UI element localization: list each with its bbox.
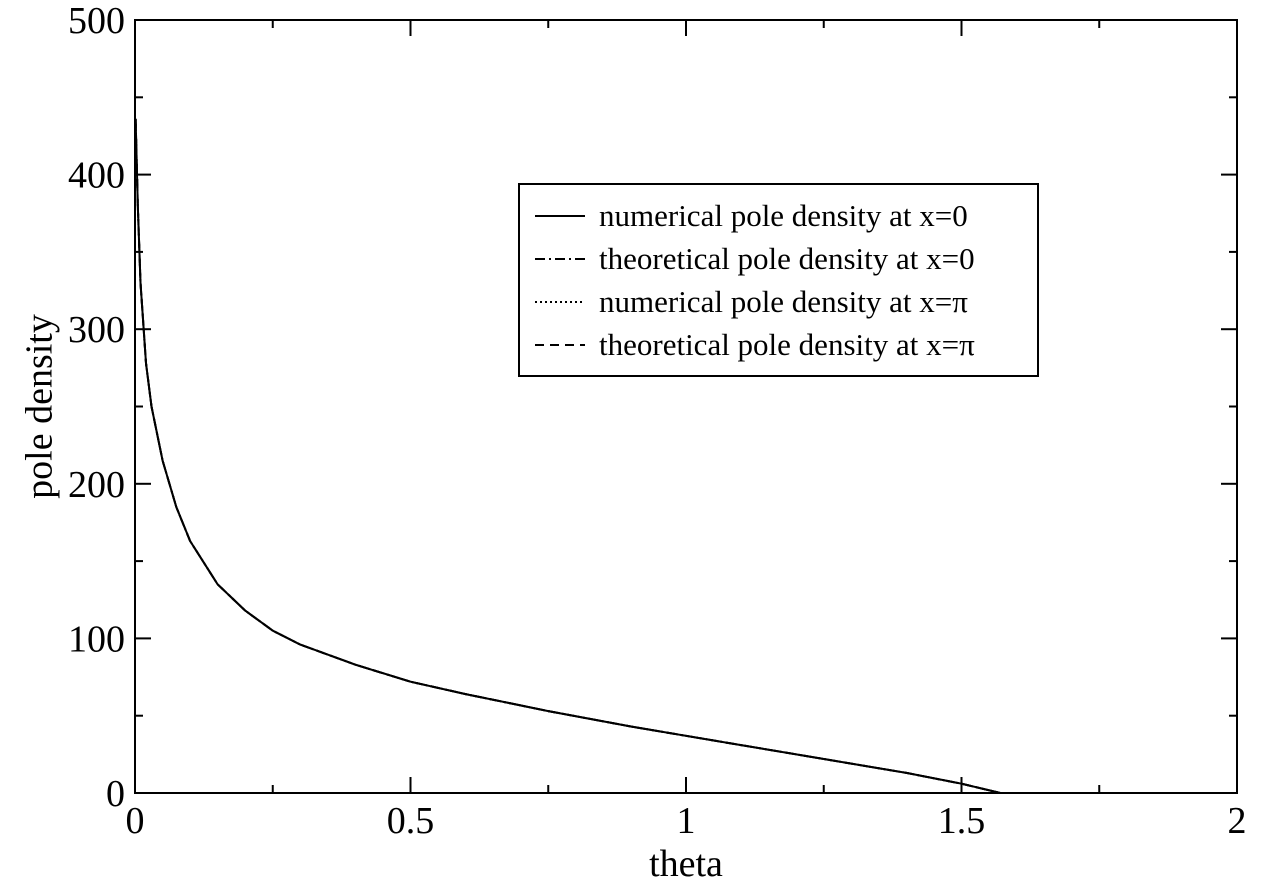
- legend-items: numerical pole density at x=0 theoretical…: [535, 198, 975, 362]
- y-tick-label: 400: [68, 155, 125, 197]
- legend-label-4: theoretical pole density at x=π: [599, 327, 975, 362]
- legend: numerical pole density at x=0 theoretical…: [518, 183, 1039, 377]
- ticks-layer: [135, 20, 1237, 793]
- plot-frame: [134, 19, 1238, 794]
- x-tick-label: 1: [677, 800, 696, 842]
- legend-label-3: numerical pole density at x=π: [599, 284, 968, 319]
- y-tick-label: 200: [68, 464, 125, 506]
- y-tick-label: 500: [68, 0, 125, 42]
- legend-label-1: numerical pole density at x=0: [599, 198, 968, 233]
- series-line-4: [134, 118, 1001, 794]
- series-line-2: [134, 118, 1001, 794]
- x-tick-label: 1.5: [938, 800, 986, 842]
- legend-label-2: theoretical pole density at x=0: [599, 241, 975, 276]
- series-layer: [134, 118, 1001, 794]
- x-axis-title: theta: [649, 843, 723, 883]
- y-tick-label: 0: [106, 773, 125, 815]
- y-tick-label: 100: [68, 618, 125, 660]
- tick-labels-layer: 0 0.5 1 1.5 2 0 100 200 300 400 500: [68, 0, 1247, 842]
- x-tick-label: 0: [126, 800, 145, 842]
- y-tick-label: 300: [68, 309, 125, 351]
- y-axis-title: pole density: [18, 314, 60, 499]
- x-tick-label: 0.5: [387, 800, 435, 842]
- x-tick-label: 2: [1228, 800, 1247, 842]
- legend-box: [518, 183, 1039, 377]
